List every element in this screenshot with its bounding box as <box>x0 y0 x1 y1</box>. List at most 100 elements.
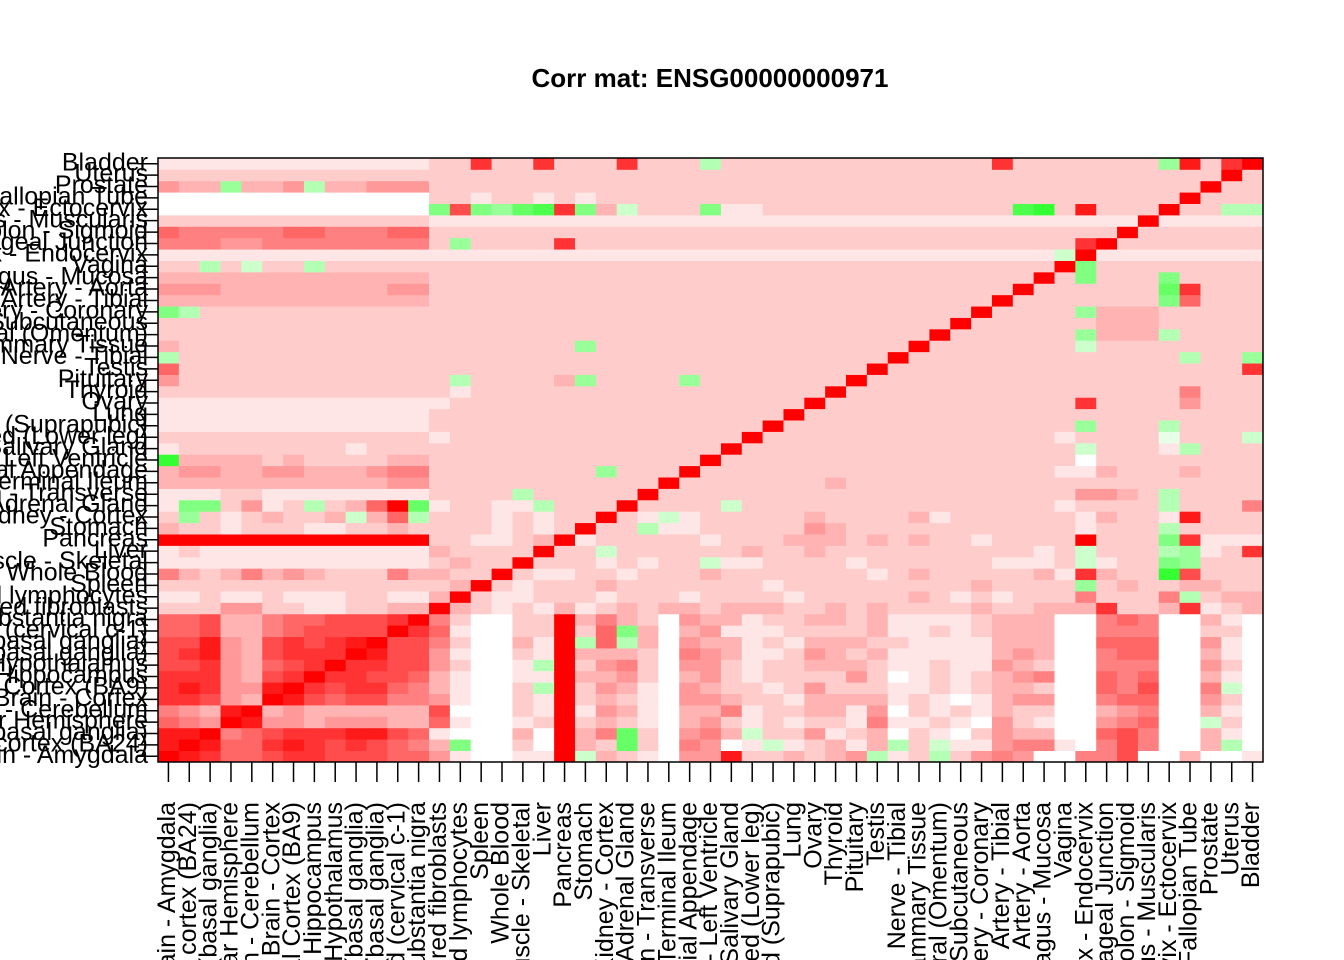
heatmap-cell <box>1179 408 1201 421</box>
heatmap-cell <box>387 591 409 603</box>
heatmap-cell <box>1012 226 1035 239</box>
heatmap-cell <box>595 249 618 261</box>
heatmap-cell <box>1117 477 1139 489</box>
heatmap-cell <box>324 591 347 603</box>
heatmap-cell <box>449 579 472 592</box>
heatmap-cell <box>1033 363 1055 375</box>
heatmap-cell <box>783 648 805 660</box>
heatmap-cell <box>1242 420 1264 432</box>
heatmap-cell <box>470 226 492 239</box>
heatmap-cell <box>991 306 1014 318</box>
heatmap-cell <box>1179 522 1201 535</box>
heatmap-cell <box>1242 294 1264 307</box>
heatmap-cell <box>241 454 263 467</box>
heatmap-cell <box>595 522 618 535</box>
heatmap-cell <box>429 271 451 284</box>
heatmap-cell <box>324 693 347 706</box>
heatmap-cell <box>929 579 951 592</box>
heatmap-cell <box>429 351 451 364</box>
heatmap-cell <box>741 260 764 273</box>
heatmap-cell <box>554 693 576 706</box>
heatmap-cell <box>387 203 409 216</box>
heatmap-cell <box>1221 306 1243 318</box>
heatmap-cell <box>783 568 805 581</box>
heatmap-cell <box>512 488 534 501</box>
heatmap-cell <box>741 374 764 387</box>
heatmap-cell <box>554 477 576 489</box>
heatmap-cell <box>637 328 659 341</box>
heatmap-cell <box>533 420 555 432</box>
heatmap-cell <box>825 659 847 672</box>
heatmap-cell <box>929 294 951 307</box>
heatmap-cell <box>158 522 180 535</box>
heatmap-cell <box>1117 408 1139 421</box>
heatmap-cell <box>887 351 909 364</box>
heatmap-cell <box>950 169 972 182</box>
x-tick-label: Vagina <box>1050 802 1078 878</box>
heatmap-cell <box>1137 214 1160 227</box>
y-tick-label: Uterus <box>74 160 148 188</box>
heatmap-cell <box>324 613 347 626</box>
y-tick-label: Spleen <box>70 570 148 598</box>
heatmap-cell <box>887 420 909 432</box>
heatmap-cell <box>491 545 513 558</box>
heatmap-cell <box>1033 682 1055 695</box>
heatmap-cell <box>324 716 347 729</box>
heatmap-cell <box>1054 306 1076 318</box>
heatmap-cell <box>470 705 492 717</box>
heatmap-cell <box>262 385 284 398</box>
heatmap-cell <box>574 294 597 307</box>
heatmap-cell <box>991 465 1014 478</box>
heatmap-cell <box>991 454 1014 467</box>
y-tick-label: Heart - Left Ventricle <box>0 445 148 473</box>
heatmap-cell <box>366 477 388 489</box>
heatmap-cell <box>158 169 180 182</box>
heatmap-cell <box>449 363 472 375</box>
heatmap-cell <box>658 648 680 660</box>
heatmap-cell <box>324 192 347 204</box>
heatmap-cell <box>491 431 513 444</box>
heatmap-cell <box>1096 659 1118 672</box>
heatmap-cell <box>971 693 993 706</box>
heatmap-cell <box>762 705 784 717</box>
heatmap-cell <box>574 397 597 410</box>
heatmap-cell <box>720 328 743 341</box>
heatmap-cell <box>554 431 576 444</box>
heatmap-cell <box>616 180 638 193</box>
heatmap-cell <box>199 693 221 706</box>
heatmap-cell <box>762 294 784 307</box>
heatmap-cell <box>1200 226 1222 239</box>
heatmap-cell <box>408 180 430 193</box>
heatmap-cell <box>574 591 597 603</box>
heatmap-cell <box>1242 408 1264 421</box>
heatmap-cell <box>1242 214 1264 227</box>
heatmap-cell <box>574 226 597 239</box>
heatmap-cell <box>1179 579 1201 592</box>
heatmap-cell <box>804 317 826 330</box>
heatmap-cell <box>825 158 847 170</box>
heatmap-cell <box>1075 442 1097 455</box>
heatmap-cell <box>387 374 409 387</box>
heatmap-cell <box>199 568 221 581</box>
heatmap-cell <box>595 727 618 740</box>
heatmap-cell <box>1200 431 1222 444</box>
heatmap-cell <box>1158 203 1181 216</box>
heatmap-cell <box>1033 636 1055 649</box>
heatmap-cell <box>387 511 409 524</box>
heatmap-cell <box>1075 602 1097 615</box>
heatmap-cell <box>846 716 868 729</box>
heatmap-cell <box>1158 465 1181 478</box>
heatmap-cell <box>720 385 743 398</box>
heatmap-cell <box>679 442 701 455</box>
heatmap-cell <box>1075 511 1097 524</box>
heatmap-cell <box>804 693 826 706</box>
heatmap-cell <box>449 534 472 546</box>
heatmap-cell <box>1179 545 1201 558</box>
heatmap-cell <box>1179 727 1201 740</box>
heatmap-cell <box>178 499 201 512</box>
heatmap-cell <box>387 534 409 546</box>
heatmap-cell <box>825 442 847 455</box>
heatmap-cell <box>220 727 242 740</box>
heatmap-cell <box>1054 294 1076 307</box>
heatmap-cell <box>950 397 972 410</box>
